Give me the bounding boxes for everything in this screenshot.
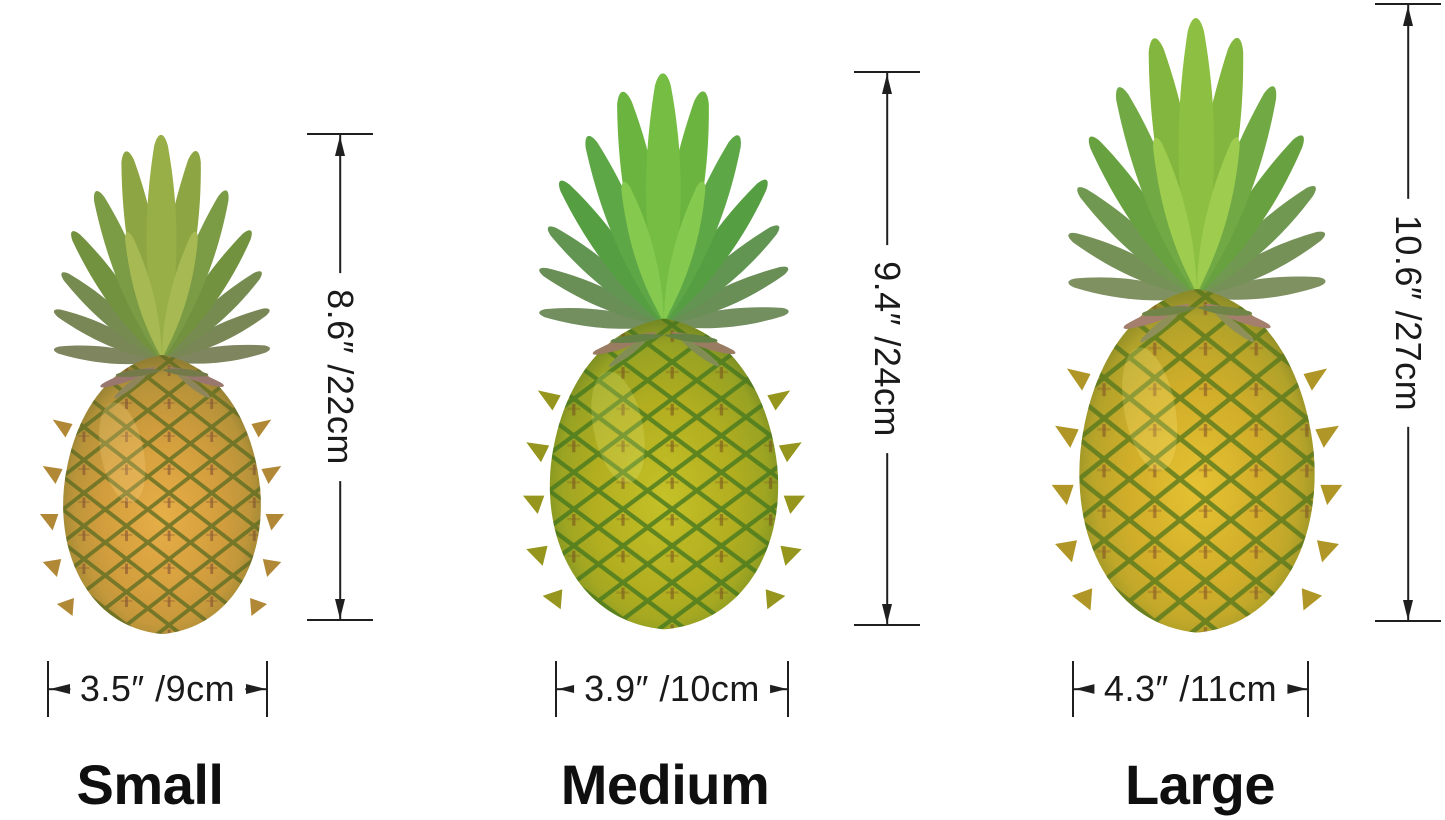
width-dimension-large: 4.3″ /11cm <box>1072 661 1309 717</box>
arrow-up-icon <box>1403 5 1413 26</box>
pineapple-large-image <box>1028 12 1366 640</box>
size-label-small: Small <box>76 753 224 816</box>
width-value-medium: 3.9″ /10cm <box>574 669 770 709</box>
dimension-cap-right <box>1307 661 1309 717</box>
arrow-up-icon <box>335 135 345 156</box>
dimension-cap-bottom <box>307 619 373 621</box>
width-value-small: 3.5″ /9cm <box>69 669 246 709</box>
width-value-large: 4.3″ /11cm <box>1093 669 1288 709</box>
arrow-left-icon <box>49 684 70 694</box>
size-label-medium: Medium <box>560 753 770 816</box>
arrow-left-icon <box>1074 684 1095 694</box>
arrow-down-icon <box>335 598 345 619</box>
height-value-medium: 9.4″ /24cm <box>867 244 908 453</box>
pineapple-medium-image <box>500 68 828 636</box>
height-value-large: 10.6″ /27cm <box>1388 198 1429 427</box>
pineapple-small-image <box>20 130 304 640</box>
size-label-large: Large <box>1125 753 1276 816</box>
arrow-down-icon <box>882 603 892 624</box>
dimension-cap-right <box>266 661 268 717</box>
arrow-down-icon <box>1403 599 1413 620</box>
dimension-cap-bottom <box>1375 620 1441 622</box>
arrow-left-icon <box>557 684 578 694</box>
height-value-small: 8.6″ /22cm <box>320 273 361 481</box>
dimension-cap-bottom <box>854 624 920 626</box>
arrow-right-icon <box>1286 684 1307 694</box>
arrow-up-icon <box>882 73 892 94</box>
arrow-right-icon <box>245 684 266 694</box>
width-dimension-medium: 3.9″ /10cm <box>555 661 789 717</box>
arrow-right-icon <box>766 684 787 694</box>
dimension-cap-right <box>787 661 789 717</box>
width-dimension-small: 3.5″ /9cm <box>47 661 268 717</box>
